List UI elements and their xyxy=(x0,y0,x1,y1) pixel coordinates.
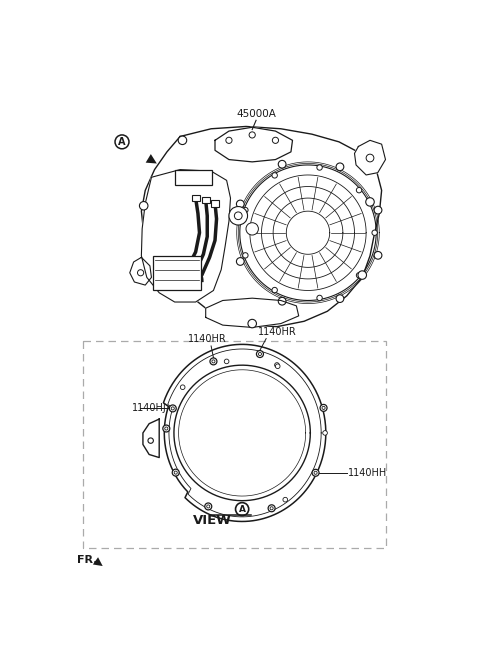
Polygon shape xyxy=(142,127,382,327)
Polygon shape xyxy=(355,140,385,175)
Circle shape xyxy=(207,505,210,508)
Text: FR.: FR. xyxy=(77,555,97,565)
Circle shape xyxy=(248,319,256,328)
Circle shape xyxy=(236,502,249,516)
Circle shape xyxy=(229,207,248,225)
Text: A: A xyxy=(118,137,126,147)
Circle shape xyxy=(323,430,327,435)
Circle shape xyxy=(275,363,279,367)
Text: VIEW: VIEW xyxy=(193,514,232,527)
Circle shape xyxy=(163,425,170,432)
Circle shape xyxy=(237,200,244,208)
Circle shape xyxy=(356,188,362,193)
Polygon shape xyxy=(215,127,292,162)
Circle shape xyxy=(171,407,174,410)
Circle shape xyxy=(210,358,217,365)
Circle shape xyxy=(366,197,374,206)
Text: 1140HJ: 1140HJ xyxy=(132,403,167,413)
Polygon shape xyxy=(142,170,230,302)
Circle shape xyxy=(169,405,176,412)
Circle shape xyxy=(272,137,278,144)
Text: 1140HR: 1140HR xyxy=(188,335,227,344)
Circle shape xyxy=(358,271,367,279)
Circle shape xyxy=(278,297,286,305)
Circle shape xyxy=(374,206,382,214)
Polygon shape xyxy=(130,257,152,285)
Circle shape xyxy=(256,350,264,358)
Circle shape xyxy=(258,352,262,356)
Circle shape xyxy=(312,469,319,476)
Text: 45000A: 45000A xyxy=(236,109,276,119)
Circle shape xyxy=(317,295,322,300)
Circle shape xyxy=(272,287,277,293)
Polygon shape xyxy=(163,344,326,522)
FancyBboxPatch shape xyxy=(175,170,212,185)
Circle shape xyxy=(356,273,362,278)
Circle shape xyxy=(212,360,215,363)
Polygon shape xyxy=(206,298,299,327)
Circle shape xyxy=(180,385,185,390)
Circle shape xyxy=(165,427,168,430)
Circle shape xyxy=(137,270,144,276)
Circle shape xyxy=(249,132,255,138)
Circle shape xyxy=(163,281,171,289)
Circle shape xyxy=(374,251,382,259)
Circle shape xyxy=(366,154,374,162)
Circle shape xyxy=(246,222,258,235)
Circle shape xyxy=(224,359,229,363)
FancyBboxPatch shape xyxy=(153,256,201,291)
Circle shape xyxy=(317,165,322,170)
Polygon shape xyxy=(143,419,159,458)
Circle shape xyxy=(226,137,232,144)
Circle shape xyxy=(234,212,242,220)
Text: 1140HR: 1140HR xyxy=(258,327,296,337)
FancyBboxPatch shape xyxy=(83,340,385,548)
Circle shape xyxy=(336,163,344,171)
Circle shape xyxy=(272,173,277,178)
Circle shape xyxy=(314,471,317,474)
Circle shape xyxy=(174,471,177,474)
Bar xyxy=(211,200,219,207)
Bar xyxy=(192,195,200,201)
Circle shape xyxy=(115,135,129,149)
Circle shape xyxy=(243,207,248,213)
Circle shape xyxy=(205,503,212,510)
Circle shape xyxy=(283,497,288,502)
Circle shape xyxy=(237,258,244,265)
Circle shape xyxy=(172,469,179,476)
Polygon shape xyxy=(174,365,311,501)
Circle shape xyxy=(268,505,275,512)
Circle shape xyxy=(243,253,248,258)
Circle shape xyxy=(276,364,280,369)
Circle shape xyxy=(336,295,344,302)
Text: A: A xyxy=(239,504,246,514)
Circle shape xyxy=(139,201,148,210)
Bar xyxy=(202,197,210,203)
Circle shape xyxy=(148,438,154,443)
Circle shape xyxy=(372,230,377,236)
Circle shape xyxy=(322,406,325,409)
Circle shape xyxy=(178,136,187,144)
Text: 1140HH: 1140HH xyxy=(348,468,387,478)
Circle shape xyxy=(278,160,286,168)
Circle shape xyxy=(270,506,273,510)
Circle shape xyxy=(320,405,327,411)
